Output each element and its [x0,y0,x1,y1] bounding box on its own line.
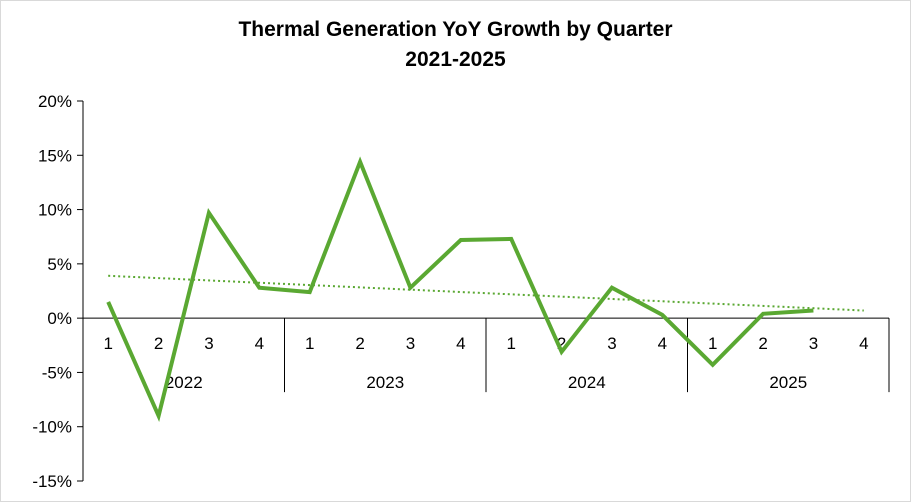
series-line [106,156,814,423]
x-quarter-label: 2 [154,334,163,353]
x-quarter-label: 3 [406,334,415,353]
y-tick-label: -10% [32,418,72,437]
x-quarter-label: 1 [708,334,717,353]
y-tick-label: 0% [47,309,72,328]
x-quarter-label: 3 [204,334,213,353]
x-quarter-label: 4 [255,334,264,353]
y-tick-label: -5% [42,363,72,382]
x-quarter-label: 1 [305,334,314,353]
y-tick-label: 20% [38,92,72,111]
y-tick-label: -15% [32,472,72,491]
x-year-label: 2022 [165,373,203,392]
x-year-label: 2025 [769,373,807,392]
y-tick-label: 15% [38,146,72,165]
x-quarter-label: 2 [355,334,364,353]
y-tick-label: 5% [47,255,72,274]
x-quarter-label: 3 [607,334,616,353]
y-tick-label: 10% [38,201,72,220]
trend-line [108,274,864,312]
x-quarter-label: 2 [557,334,566,353]
x-quarter-label: 1 [103,334,112,353]
chart-title: Thermal Generation YoY Growth by Quarter [238,18,673,41]
x-quarter-label: 4 [859,334,868,353]
x-quarter-label: 4 [658,334,667,353]
x-quarter-label: 3 [809,334,818,353]
x-quarter-label: 4 [456,334,465,353]
x-quarter-label: 1 [506,334,515,353]
x-year-label: 2023 [366,373,404,392]
x-quarter-label: 2 [758,334,767,353]
x-year-label: 2024 [568,373,606,392]
chart-subtitle: 2021-2025 [405,48,506,71]
